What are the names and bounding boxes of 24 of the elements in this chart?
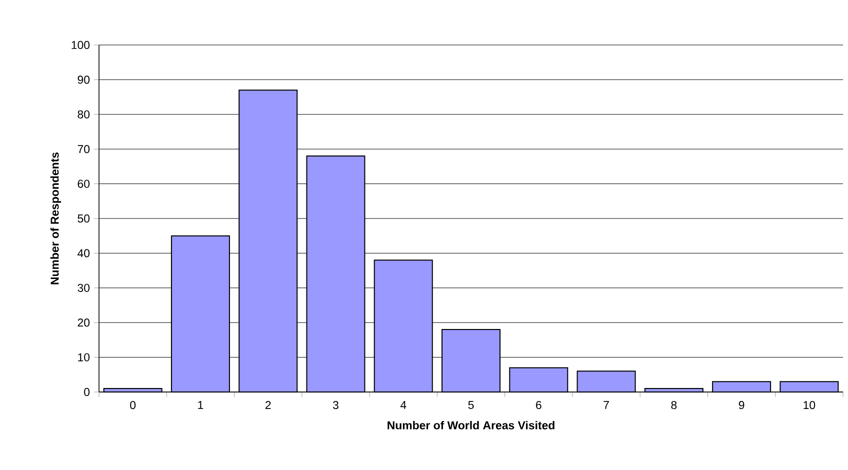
y-axis-title: Number of Respondents xyxy=(50,152,62,284)
x-tick-label: 2 xyxy=(265,401,271,410)
x-tick-label: 8 xyxy=(671,401,677,410)
x-tick-label: 0 xyxy=(130,401,136,410)
y-tick-label: 10 xyxy=(78,353,90,362)
x-tick-label: 9 xyxy=(738,401,744,410)
x-tick-label: 4 xyxy=(400,401,406,409)
x-tick-label: 5 xyxy=(468,401,474,409)
x-axis-title: Number of World Areas Visited xyxy=(388,420,554,430)
y-tick-label: 40 xyxy=(78,249,90,258)
y-tick-label: 20 xyxy=(78,318,90,327)
y-tick-label: 100 xyxy=(72,40,90,50)
x-tick-label: 7 xyxy=(604,401,609,409)
y-tick-label: 60 xyxy=(78,180,90,188)
y-tick-label: 0 xyxy=(84,388,90,396)
y-tick-label: 50 xyxy=(78,214,90,223)
x-tick-label: 6 xyxy=(536,401,542,410)
y-tick-label: 30 xyxy=(78,284,90,292)
y-tick-label: 90 xyxy=(78,76,90,84)
x-tick-label: 10 xyxy=(804,401,816,410)
y-tick-label: 80 xyxy=(78,110,90,118)
x-tick-label: 3 xyxy=(332,401,338,410)
x-tick-label: 1 xyxy=(198,401,204,409)
y-tick-label: 70 xyxy=(78,145,90,154)
